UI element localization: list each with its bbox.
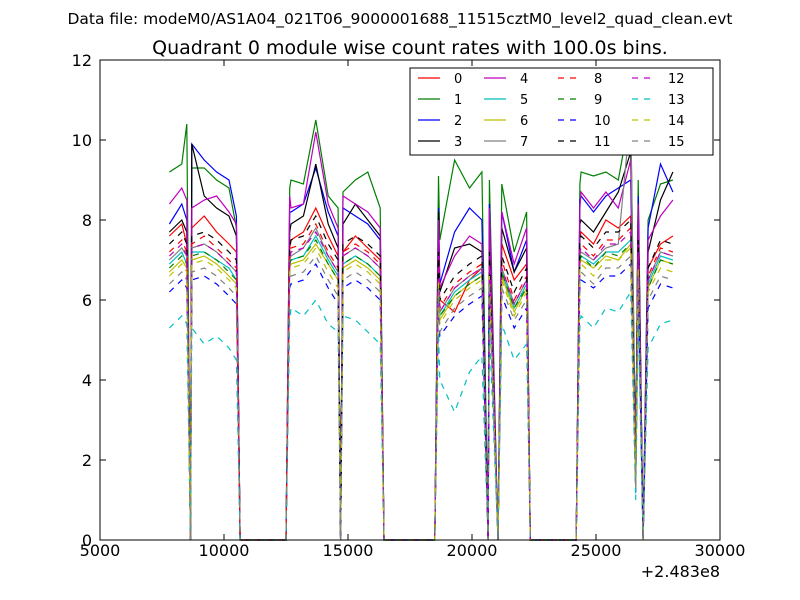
legend-label-2: 2 <box>454 114 462 129</box>
y-tick-label: 12 <box>72 51 92 70</box>
chart-title: Quadrant 0 module wise count rates with … <box>152 37 668 59</box>
legend-label-8: 8 <box>594 72 602 87</box>
y-tick-label: 0 <box>82 531 92 550</box>
legend-label-5: 5 <box>520 93 528 108</box>
x-tick-label: 25000 <box>571 541 622 560</box>
legend-label-6: 6 <box>520 114 528 129</box>
y-tick-label: 2 <box>82 451 92 470</box>
x-tick-label: 20000 <box>447 541 498 560</box>
legend-label-9: 9 <box>594 93 602 108</box>
legend-label-14: 14 <box>668 114 685 129</box>
legend-label-12: 12 <box>668 72 685 87</box>
figure-suptitle: Data file: modeM0/AS1A04_021T06_90000016… <box>67 10 732 29</box>
x-tick-label: 30000 <box>695 541 746 560</box>
legend-label-10: 10 <box>594 114 611 129</box>
y-tick-label: 6 <box>82 291 92 310</box>
legend-label-7: 7 <box>520 135 528 150</box>
legend-label-0: 0 <box>454 72 462 87</box>
legend-label-4: 4 <box>520 72 528 87</box>
legend-label-15: 15 <box>668 135 685 150</box>
y-tick-label: 4 <box>82 371 92 390</box>
legend-label-13: 13 <box>668 93 685 108</box>
x-tick-label: 10000 <box>199 541 250 560</box>
y-tick-label: 8 <box>82 211 92 230</box>
y-tick-label: 10 <box>72 131 92 150</box>
x-tick-label: 15000 <box>323 541 374 560</box>
x-tick-label: 5000 <box>80 541 121 560</box>
legend-label-3: 3 <box>454 135 462 150</box>
legend-label-11: 11 <box>594 135 611 150</box>
legend-label-1: 1 <box>454 93 462 108</box>
x-offset-label: +2.483e8 <box>641 562 720 581</box>
